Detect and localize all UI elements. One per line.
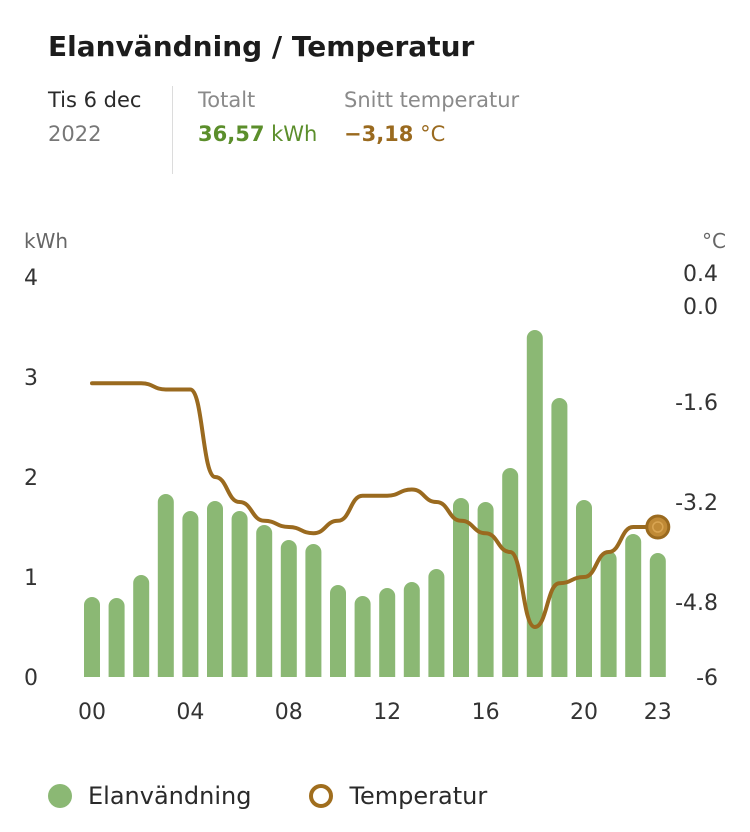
bar-17[interactable] bbox=[502, 468, 518, 677]
bar-03[interactable] bbox=[158, 494, 174, 677]
bar-04[interactable] bbox=[182, 511, 198, 677]
right-tick--4.8: -4.8 bbox=[675, 591, 718, 616]
x-tick-16: 16 bbox=[472, 700, 500, 725]
right-tick-0.4: 0.4 bbox=[683, 262, 718, 287]
bar-09[interactable] bbox=[305, 544, 321, 677]
x-tick-08: 08 bbox=[275, 700, 303, 725]
bar-22[interactable] bbox=[625, 534, 641, 677]
legend-item-consumption[interactable]: Elanvändning bbox=[48, 782, 251, 810]
legend-temperature-label: Temperatur bbox=[349, 782, 487, 810]
right-tick--6: -6 bbox=[696, 666, 718, 691]
bar-15[interactable] bbox=[453, 498, 469, 677]
bar-20[interactable] bbox=[576, 500, 592, 677]
bars-group bbox=[84, 330, 666, 677]
bar-11[interactable] bbox=[355, 596, 371, 677]
left-axis-ticks: 0 1 2 3 4 bbox=[24, 266, 38, 691]
left-tick-0: 0 bbox=[24, 666, 38, 691]
x-axis-ticks: 00 04 08 12 16 20 23 bbox=[78, 700, 672, 725]
left-tick-1: 1 bbox=[24, 566, 38, 591]
left-tick-4: 4 bbox=[24, 266, 38, 291]
bar-07[interactable] bbox=[256, 525, 272, 677]
left-tick-3: 3 bbox=[24, 366, 38, 391]
consumption-dot-icon bbox=[48, 784, 72, 808]
x-tick-20: 20 bbox=[570, 700, 598, 725]
legend: Elanvändning Temperatur bbox=[48, 782, 487, 810]
x-tick-23: 23 bbox=[644, 700, 672, 725]
right-axis-unit: °C bbox=[702, 229, 726, 253]
bar-05[interactable] bbox=[207, 501, 223, 677]
bar-06[interactable] bbox=[232, 511, 248, 677]
temperature-ring-icon bbox=[309, 784, 333, 808]
legend-consumption-label: Elanvändning bbox=[88, 782, 251, 810]
right-tick--3.2: -3.2 bbox=[675, 491, 718, 516]
bar-14[interactable] bbox=[428, 569, 444, 677]
bar-10[interactable] bbox=[330, 585, 346, 677]
bar-19[interactable] bbox=[551, 398, 567, 677]
bar-21[interactable] bbox=[601, 551, 617, 677]
bar-23[interactable] bbox=[650, 553, 666, 677]
bar-13[interactable] bbox=[404, 582, 420, 677]
bar-02[interactable] bbox=[133, 575, 149, 677]
temperature-line[interactable] bbox=[92, 383, 658, 627]
bar-16[interactable] bbox=[478, 502, 494, 677]
temperature-last-point[interactable] bbox=[647, 516, 669, 538]
x-tick-12: 12 bbox=[373, 700, 401, 725]
bar-08[interactable] bbox=[281, 540, 297, 677]
left-tick-2: 2 bbox=[24, 466, 38, 491]
right-tick-0.0: 0.0 bbox=[683, 295, 718, 320]
bar-00[interactable] bbox=[84, 597, 100, 677]
bar-01[interactable] bbox=[109, 598, 125, 677]
bar-12[interactable] bbox=[379, 588, 395, 677]
legend-item-temperature[interactable]: Temperatur bbox=[309, 782, 487, 810]
right-axis-ticks: -6 -4.8 -3.2 -1.6 0.0 0.4 bbox=[675, 262, 718, 691]
x-tick-00: 00 bbox=[78, 700, 106, 725]
x-tick-04: 04 bbox=[176, 700, 204, 725]
left-axis-unit: kWh bbox=[24, 229, 68, 253]
right-tick--1.6: -1.6 bbox=[675, 391, 718, 416]
